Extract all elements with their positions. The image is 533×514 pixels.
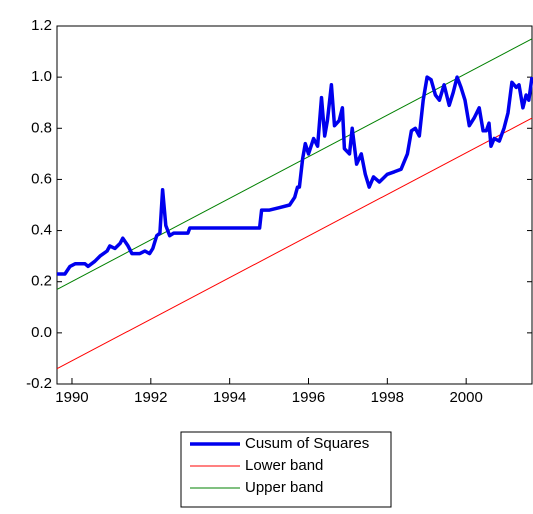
x-tick-label: 1998 [371,389,404,406]
y-tick-label: -0.2 [26,375,52,392]
series-line [56,117,533,370]
y-tick-label: 0.4 [31,222,52,239]
y-tick-label: 0.2 [31,273,52,290]
legend-label: Lower band [245,457,323,474]
x-tick-label: 1990 [55,389,88,406]
series-line [56,38,533,290]
y-tick-label: 0.8 [31,119,52,136]
y-tick-label: 1.0 [31,68,52,85]
x-tick-label: 1992 [134,389,167,406]
legend-label: Upper band [245,479,323,496]
y-tick-label: 0.0 [31,324,52,341]
series-line [57,75,533,276]
y-tick-label: 0.6 [31,170,52,187]
x-tick-label: 1996 [292,389,325,406]
plot-frame [56,25,533,385]
x-tick-label: 1994 [213,389,246,406]
legend-label: Cusum of Squares [245,435,369,452]
y-tick-label: 1.2 [31,17,52,34]
x-tick-label: 2000 [449,389,482,406]
